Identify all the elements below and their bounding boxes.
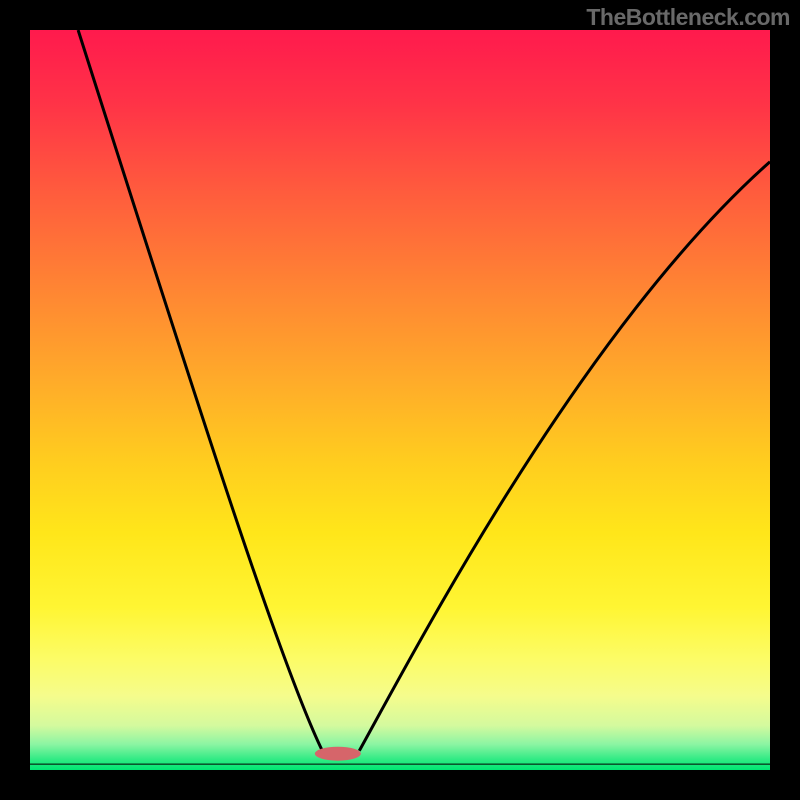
- plot-area: [30, 30, 770, 770]
- chart-svg: [30, 30, 770, 770]
- sweet-spot-marker: [315, 747, 361, 761]
- watermark-text: TheBottleneck.com: [586, 4, 790, 31]
- gradient-background: [30, 30, 770, 770]
